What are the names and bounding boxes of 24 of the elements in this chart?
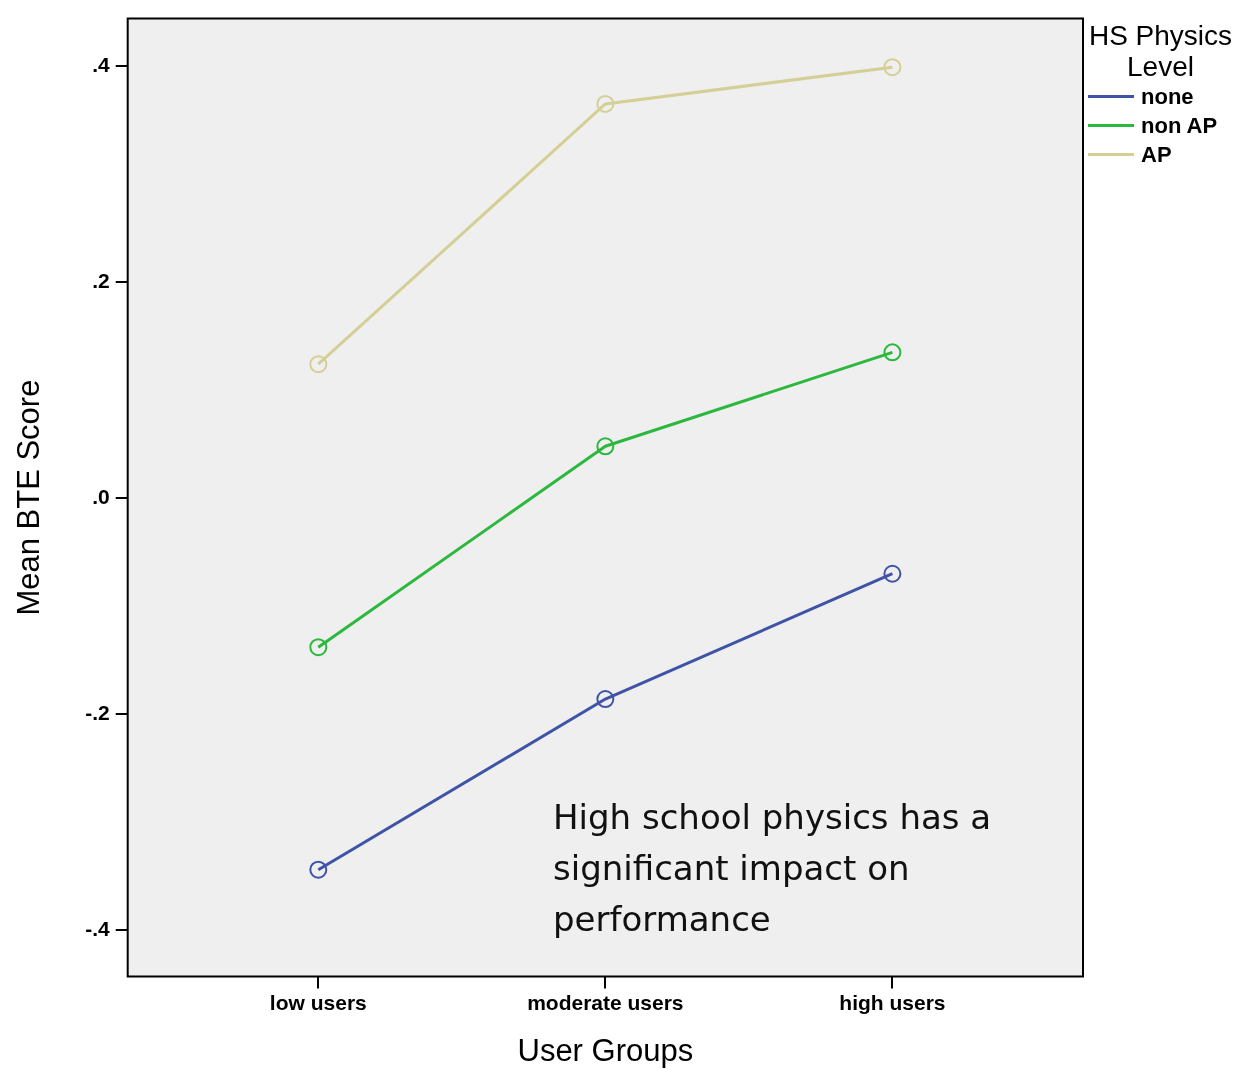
point xyxy=(309,355,328,374)
point xyxy=(596,437,615,456)
y-tick-label: .0 xyxy=(92,484,110,508)
legend-label: AP xyxy=(1141,141,1172,168)
point xyxy=(309,860,328,879)
point xyxy=(883,343,902,362)
x-axis-title: User Groups xyxy=(517,1032,694,1068)
annotation: High school physics has a significant impact on performance xyxy=(553,796,993,941)
point xyxy=(596,94,615,113)
legend-label: none xyxy=(1141,83,1194,110)
x-tick-label: low users xyxy=(269,991,367,1014)
point xyxy=(596,690,615,709)
legend-title: HS Physics Level xyxy=(1088,20,1233,82)
y-tick-label: .4 xyxy=(92,52,111,76)
x-tick-label: moderate users xyxy=(527,991,684,1014)
point xyxy=(309,638,328,657)
point xyxy=(883,564,902,583)
y-axis-title: Mean BTE Score xyxy=(11,379,47,616)
point xyxy=(883,58,902,77)
y-tick-label: .2 xyxy=(92,268,110,292)
y-tick-label: -.4 xyxy=(85,916,111,940)
x-tick-label: high users xyxy=(839,991,946,1014)
y-tick-label: -.2 xyxy=(85,700,110,724)
legend-label: non AP xyxy=(1141,112,1218,139)
